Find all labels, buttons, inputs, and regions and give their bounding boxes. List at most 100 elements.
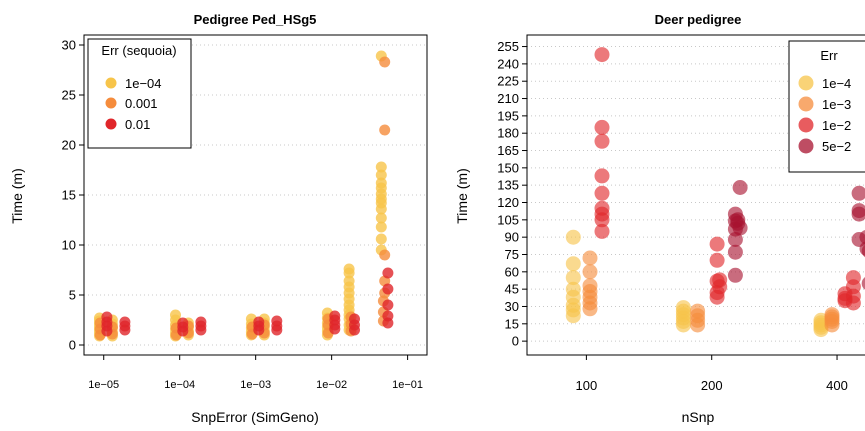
- data-point: [861, 244, 865, 258]
- data-point: [690, 303, 706, 319]
- data-point: [594, 200, 610, 216]
- data-point: [594, 168, 610, 184]
- chart-left-ticks: 0 5 10 15 20 25 30 1e−05 1e−04 1e−03 1e−02 1e−01: [62, 38, 424, 392]
- legend-label-5e-2: 5e−2: [822, 139, 851, 154]
- chart-right-frame: [526, 34, 865, 356]
- data-point: [565, 229, 581, 245]
- ytick-label: 0: [69, 338, 76, 353]
- xtick-label: 1e−04: [164, 379, 195, 391]
- ytick-label: 5: [69, 288, 76, 303]
- data-point: [861, 277, 865, 290]
- data-point: [582, 278, 598, 294]
- data-point: [375, 212, 387, 224]
- ytick-label: 195: [497, 108, 519, 123]
- data-point: [565, 256, 581, 272]
- ytick-label: 105: [497, 212, 519, 227]
- data-point: [732, 220, 748, 236]
- data-point: [824, 307, 840, 323]
- chart-left-legend-title: Err (sequoia): [101, 43, 176, 58]
- data-point: [253, 316, 265, 328]
- chart-left-legend: Err (sequoia) 1e−04 0.001 0.01: [87, 38, 192, 149]
- data-point: [709, 252, 725, 268]
- chart-right-ticks: 0 15 30 45 60 75 90 105 120 135 150 165 180 195 210 225…: [497, 39, 848, 393]
- data-point: [859, 229, 865, 245]
- ytick-label: 180: [497, 126, 519, 141]
- data-point: [343, 275, 355, 287]
- data-point: [375, 233, 387, 245]
- legend-label-1e-2: 1e−2: [822, 118, 851, 133]
- xtick-label: 1e−05: [88, 379, 119, 391]
- ytick-label: 150: [497, 160, 519, 175]
- ytick-label: 165: [497, 143, 519, 158]
- ytick-label: 255: [497, 39, 519, 54]
- ytick-label: 120: [497, 195, 519, 210]
- legend-label-1e-4: 1e−4: [822, 76, 851, 91]
- chart-right-points: [565, 47, 865, 338]
- data-point: [382, 310, 394, 322]
- ytick-label: 45: [505, 282, 519, 297]
- chart-right: Deer pedigree nSnp Time (m) 0 15 30 45 60 75 9…: [454, 12, 865, 425]
- data-point: [727, 244, 743, 260]
- data-point: [594, 223, 610, 239]
- data-point: [375, 161, 387, 173]
- legend-swatch-0.001: [105, 97, 117, 109]
- data-point: [379, 249, 391, 261]
- data-point: [675, 300, 691, 316]
- data-point: [727, 267, 743, 283]
- data-point: [349, 313, 360, 325]
- legend-swatch-1e-4: [798, 75, 814, 91]
- data-point: [594, 133, 610, 149]
- legend-label-0.001: 0.001: [125, 96, 158, 111]
- legend-swatch-1e-3: [798, 96, 814, 112]
- data-point: [177, 317, 189, 329]
- legend-swatch-1e-04: [105, 77, 117, 89]
- xtick-label: 1e−01: [392, 379, 423, 391]
- data-point: [101, 311, 113, 323]
- data-point: [845, 270, 861, 286]
- ytick-label: 225: [497, 74, 519, 89]
- chart-right-legend: Err 1e−4 1e−3 1e−2 5e−2: [788, 40, 865, 173]
- ytick-label: 0: [512, 334, 519, 349]
- chart-left: Pedigree Ped_HSg5 SnpError (SimGeno) Tim…: [9, 12, 428, 425]
- data-point: [727, 232, 743, 247]
- data-point: [195, 316, 207, 328]
- data-point: [594, 185, 610, 201]
- data-point: [732, 180, 748, 195]
- chart-right-legend-title: Err: [820, 48, 838, 63]
- data-point: [565, 281, 581, 297]
- legend-label-1e-3: 1e−3: [822, 97, 851, 112]
- data-point: [845, 288, 861, 304]
- data-point: [375, 177, 387, 189]
- data-point: [709, 236, 725, 252]
- data-point: [170, 309, 181, 321]
- ytick-label: 30: [505, 299, 519, 314]
- chart-right-ylabel: Time (m): [454, 168, 470, 223]
- ytick-label: 25: [62, 88, 76, 103]
- xtick-label: 1e−02: [316, 379, 347, 391]
- legend-label-1e-04: 1e−04: [125, 76, 162, 91]
- ytick-label: 30: [62, 38, 76, 53]
- chart-right-title: Deer pedigree: [655, 12, 742, 27]
- ytick-label: 240: [497, 56, 519, 71]
- xtick-label: 200: [701, 378, 723, 393]
- data-point: [379, 56, 391, 68]
- data-point: [594, 119, 610, 135]
- data-point: [119, 316, 131, 328]
- ytick-label: 135: [497, 178, 519, 193]
- data-point: [382, 283, 394, 295]
- ytick-label: 10: [62, 238, 76, 253]
- data-point: [343, 263, 355, 275]
- data-point: [712, 272, 728, 288]
- xtick-label: 100: [576, 378, 598, 393]
- chart-left-title: Pedigree Ped_HSg5: [194, 12, 317, 27]
- legend-swatch-5e-2: [798, 138, 814, 154]
- data-point: [382, 299, 394, 311]
- chart-left-xlabel: SnpError (SimGeno): [191, 409, 319, 425]
- legend-swatch-0.01: [105, 118, 117, 130]
- ytick-label: 15: [62, 188, 76, 203]
- data-point: [565, 270, 581, 286]
- ytick-label: 60: [505, 264, 519, 279]
- chart-left-ylabel: Time (m): [9, 168, 25, 223]
- ytick-label: 15: [505, 316, 519, 331]
